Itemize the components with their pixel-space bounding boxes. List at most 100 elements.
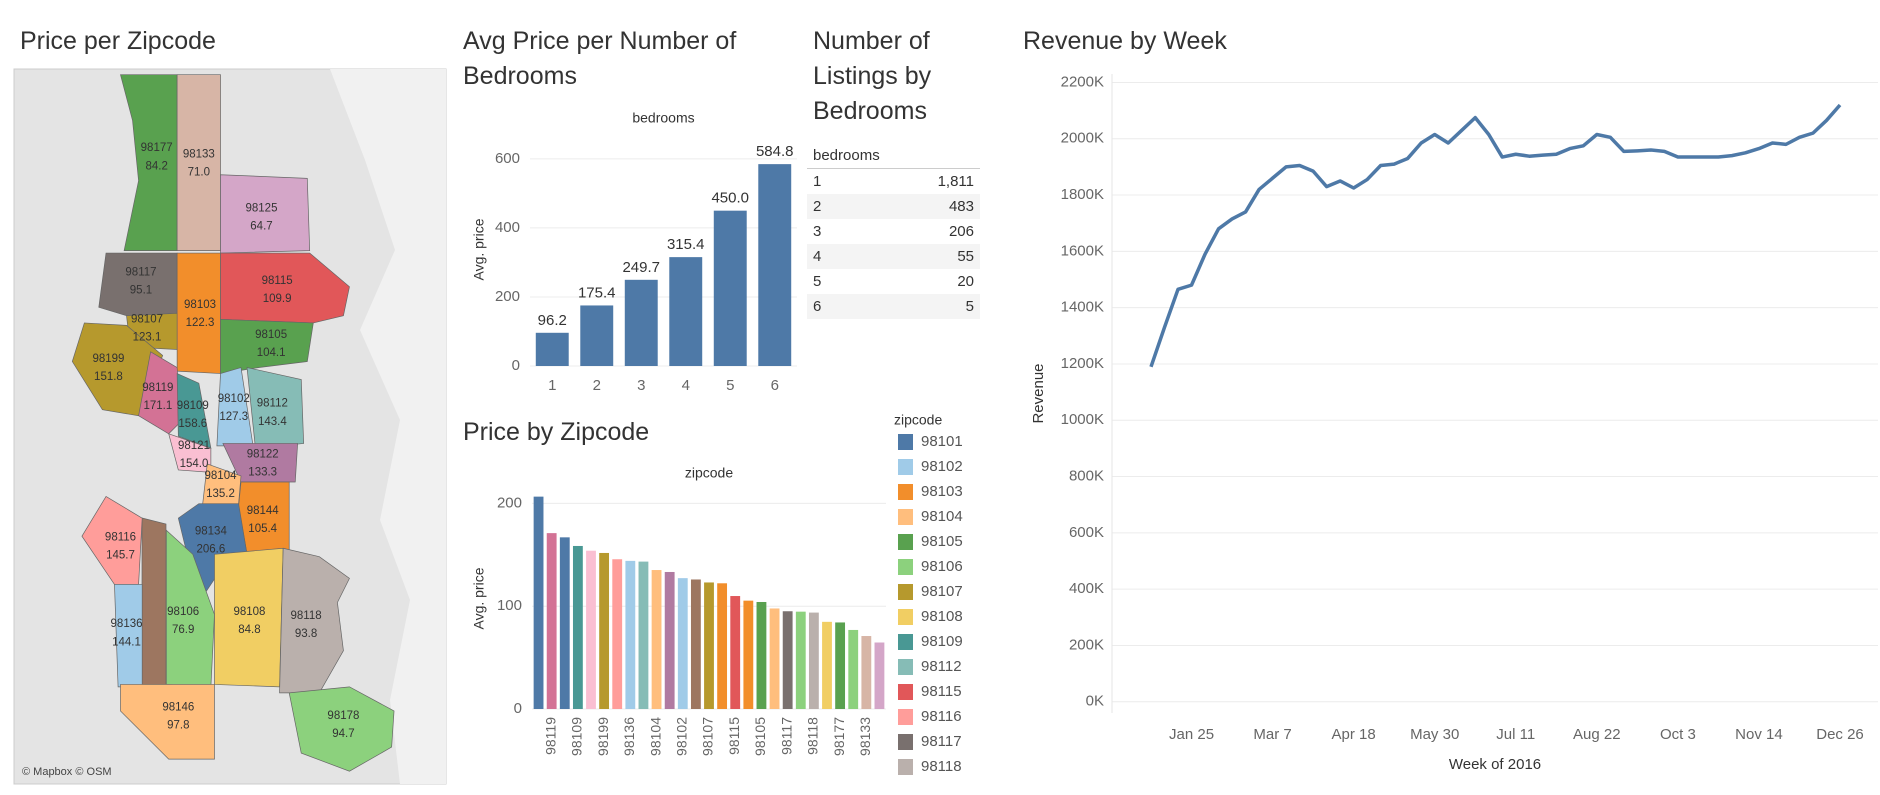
- y-tick-label: 0: [512, 357, 520, 374]
- map-price: 127.3: [219, 411, 248, 423]
- legend-swatch: [898, 509, 913, 525]
- bar: [580, 305, 614, 366]
- table-row: 3 206: [807, 219, 980, 244]
- legend-label: 98118: [921, 758, 962, 775]
- x-tick-label: 98136: [621, 717, 637, 756]
- map-zipcode: 98134: [195, 525, 228, 537]
- map-price: 206.6: [196, 544, 225, 556]
- map-region: [141, 517, 167, 688]
- x-tick-label: 5: [726, 377, 734, 394]
- legend-swatch: [898, 434, 913, 450]
- x-tick-label: Dec 26: [1816, 726, 1864, 743]
- chart-subtitle: bedrooms: [632, 110, 694, 126]
- map-zipcode: 98107: [131, 313, 163, 325]
- y-axis-label: Avg. price: [471, 218, 487, 280]
- table-row: 5 20: [807, 269, 980, 294]
- y-tick-label: 1000K: [1061, 411, 1104, 428]
- x-tick-label: 98117: [778, 717, 794, 755]
- x-tick-label: Mar 7: [1253, 726, 1291, 743]
- legend-label: 98108: [921, 608, 963, 625]
- map-price: 143.4: [258, 416, 287, 428]
- map-price: 97.8: [167, 719, 189, 731]
- legend-label: 98109: [921, 633, 963, 650]
- y-tick-label: 400: [495, 219, 520, 236]
- bar: [599, 552, 610, 709]
- map-region: [81, 495, 143, 585]
- map-price: 71.0: [188, 166, 210, 178]
- y-tick-label: 200K: [1069, 636, 1104, 653]
- legend-swatch: [898, 634, 913, 650]
- map-zipcode: 98104: [205, 470, 238, 482]
- y-tick-label: 1200K: [1061, 355, 1104, 372]
- table-cell: 5: [914, 294, 980, 319]
- map-price: 95.1: [130, 284, 152, 296]
- map-price: 76.9: [172, 624, 194, 636]
- y-axis-label: Revenue: [1030, 363, 1047, 423]
- map-title: Price per Zipcode: [20, 27, 216, 55]
- legend-swatch: [898, 659, 913, 675]
- map-price: 144.1: [112, 636, 141, 648]
- map-zipcode: 98116: [105, 531, 136, 543]
- bar: [559, 537, 570, 709]
- table-title: Number of Listings by Bedrooms: [813, 27, 932, 125]
- map-attribution: © Mapbox © OSM: [22, 766, 112, 778]
- legend-swatch: [898, 534, 913, 550]
- map-price: 171.1: [143, 400, 172, 412]
- table-cell: 1: [813, 173, 822, 190]
- legend-label: 98103: [921, 483, 963, 500]
- map-region: [176, 252, 221, 374]
- y-tick-label: 2000K: [1061, 130, 1104, 147]
- bar: [535, 332, 569, 366]
- bar: [677, 578, 688, 709]
- legend-label: 98105: [921, 533, 963, 550]
- table-cell: 20: [957, 273, 974, 290]
- bar: [808, 612, 819, 709]
- map-zipcode: 98117: [125, 266, 156, 278]
- bar: [782, 611, 793, 709]
- bar: [795, 611, 806, 709]
- line: [1149, 103, 1842, 368]
- map-water: [330, 69, 446, 784]
- map-zipcode: 98112: [257, 398, 288, 410]
- x-tick-label: Jan 25: [1169, 726, 1214, 743]
- map-price: 93.8: [295, 628, 317, 640]
- y-tick-label: 1600K: [1061, 242, 1104, 259]
- map-zipcode: 98119: [142, 382, 173, 394]
- map-price: 154.0: [180, 458, 209, 470]
- map-zipcode: 98136: [111, 618, 143, 630]
- x-tick-label: 3: [637, 377, 645, 394]
- data-label: 96.2: [538, 312, 567, 329]
- chart-subtitle: zipcode: [685, 465, 733, 481]
- x-tick-label: 98109: [569, 717, 585, 756]
- y-tick-label: 400K: [1069, 580, 1104, 597]
- bar: [730, 596, 741, 709]
- x-tick-label: Nov 14: [1735, 726, 1783, 743]
- map-region: [279, 547, 350, 694]
- map-price: 105.4: [248, 523, 277, 535]
- map-price: 123.1: [133, 331, 162, 343]
- map-price: 158.6: [178, 418, 207, 430]
- bar: [625, 560, 636, 709]
- map-zipcode: 98108: [233, 606, 265, 618]
- map-zipcode: 98118: [290, 610, 321, 622]
- x-tick-label: Apr 18: [1332, 726, 1376, 743]
- x-tick-label: Jul 11: [1496, 726, 1535, 743]
- map-region: [288, 686, 395, 772]
- y-tick-label: 2200K: [1061, 73, 1104, 90]
- bar: [669, 257, 703, 366]
- bar: [624, 279, 658, 366]
- y-tick-label: 600: [495, 150, 520, 167]
- x-tick-label: 98102: [673, 717, 689, 756]
- bar: [612, 559, 623, 709]
- x-tick-label: 98115: [726, 717, 742, 755]
- bar: [848, 629, 859, 709]
- legend-label: 98115: [921, 683, 962, 700]
- legend-swatch: [898, 709, 913, 725]
- table-cell: 483: [914, 194, 980, 219]
- legend-swatch: [898, 759, 913, 775]
- map-region: [220, 318, 314, 374]
- map-zipcode: 98103: [184, 299, 216, 311]
- table-cell: 55: [914, 244, 980, 269]
